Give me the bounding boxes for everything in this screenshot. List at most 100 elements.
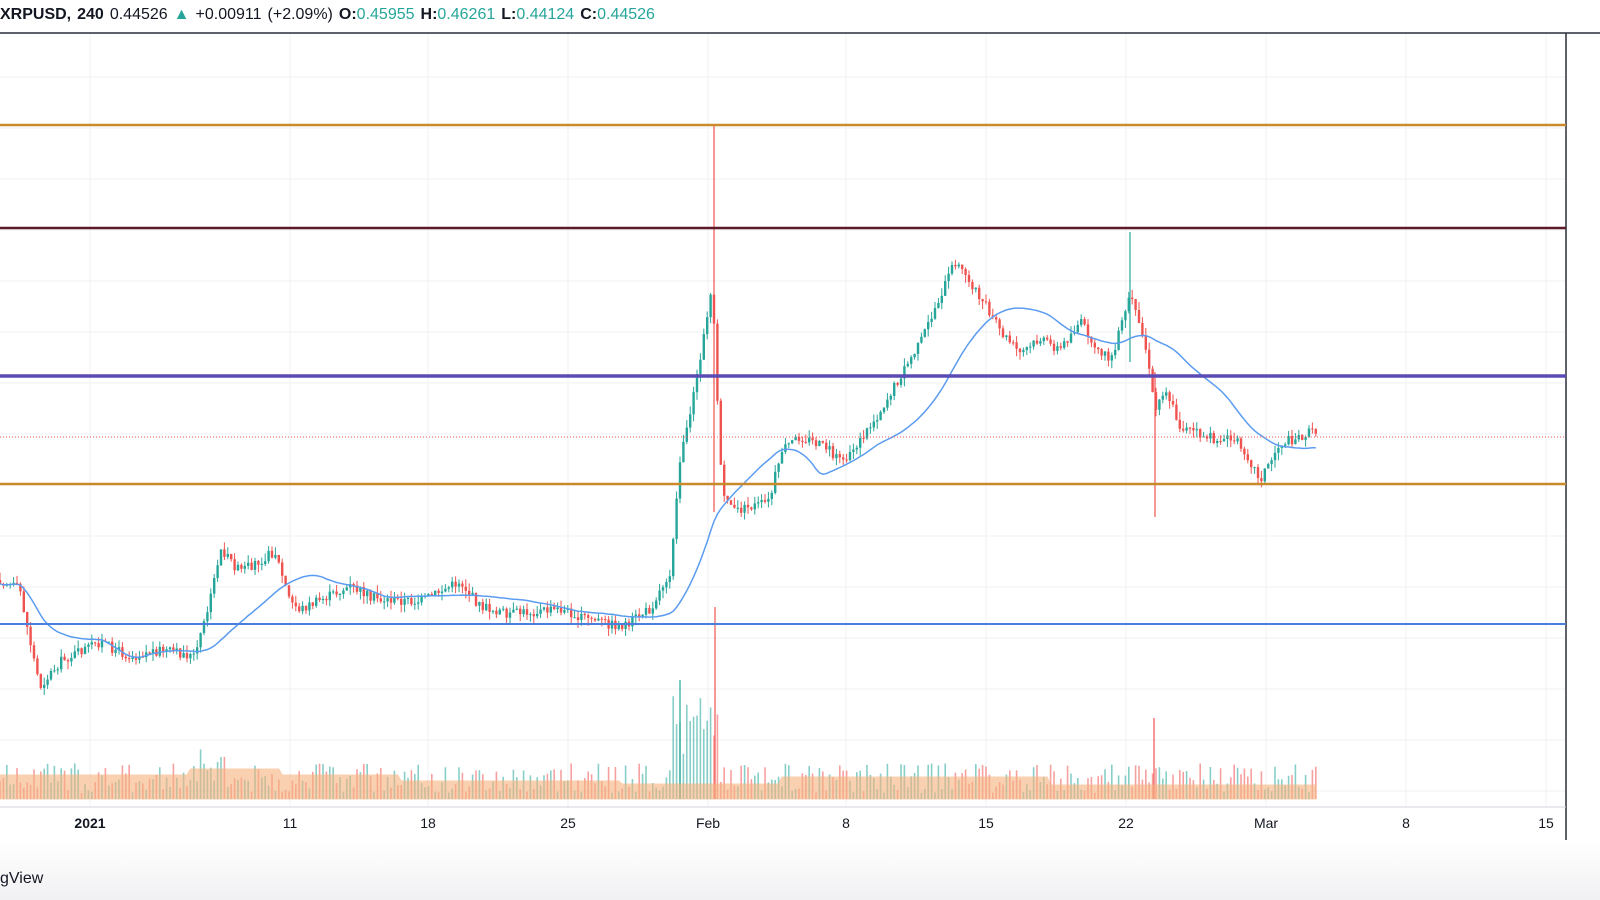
candle-body	[1114, 349, 1117, 356]
candle-body	[644, 607, 648, 615]
candle-body	[199, 633, 202, 648]
candle-body	[1290, 436, 1294, 445]
candle-body	[818, 441, 821, 447]
candle-body	[876, 420, 879, 422]
volume-bar	[1236, 767, 1239, 799]
candle-body	[366, 590, 369, 597]
candle-body	[1063, 341, 1066, 348]
candle-body	[753, 503, 756, 510]
candle-body	[879, 411, 882, 421]
candle-body	[995, 317, 998, 320]
time-axis[interactable]: 2021 11 18 25 Feb 8 15 22 Mar 8 15	[74, 815, 1554, 831]
candle-body	[440, 591, 444, 594]
candle-body	[1076, 324, 1079, 333]
candle-body	[0, 580, 2, 584]
candle-body	[1110, 355, 1113, 361]
candle-body	[811, 437, 814, 441]
candle-body	[1080, 319, 1083, 325]
candle-body	[345, 587, 348, 591]
candle-body	[444, 588, 447, 592]
horizontal-levels[interactable]	[0, 123, 1566, 625]
candle-body	[1154, 392, 1158, 410]
candle-body	[1263, 468, 1266, 482]
volume-bar	[713, 735, 715, 799]
candle-body	[726, 495, 729, 501]
candle-body	[740, 507, 743, 513]
candle-body	[216, 565, 219, 579]
moving-average-path	[0, 307, 1316, 658]
candle-body	[362, 586, 365, 597]
interval-label[interactable]: 240	[77, 6, 104, 23]
candle-body	[495, 610, 498, 615]
candle-body	[580, 613, 583, 621]
symbol-name[interactable]: XRPUSD,	[0, 6, 72, 23]
candle-body	[427, 593, 430, 596]
time-axis-label: 2021	[74, 815, 105, 831]
candle-body	[750, 507, 753, 510]
candle-body	[1209, 433, 1212, 439]
candle-body	[845, 459, 848, 461]
candle-body	[1148, 349, 1151, 369]
volume-bar	[747, 767, 749, 799]
candle-body	[539, 609, 542, 614]
candle-body	[1083, 319, 1086, 325]
candle-body	[1253, 467, 1256, 469]
candle-body	[379, 598, 382, 602]
price-chart[interactable]: 2021 11 18 25 Feb 8 15 22 Mar 8 15	[0, 32, 1600, 840]
candle-body	[372, 593, 376, 601]
candlestick-series	[0, 125, 1317, 695]
candle-body	[213, 578, 216, 594]
candle-body	[420, 596, 423, 603]
chart-canvas[interactable]: 2021 11 18 25 Feb 8 15 22 Mar 8 15	[0, 32, 1600, 840]
candle-body	[1233, 440, 1236, 442]
time-axis-label: Mar	[1254, 815, 1278, 831]
candle-body	[1032, 340, 1035, 347]
candle-body	[1117, 330, 1120, 350]
candle-body	[770, 492, 773, 499]
candle-body	[1277, 447, 1280, 453]
volume-bar	[672, 696, 674, 799]
symbol-legend: XRPUSD, 240 0.44526 ▲ +0.00911 (+2.09%) …	[0, 3, 655, 27]
candle-body	[542, 607, 546, 610]
tradingview-brand[interactable]: gView	[0, 870, 44, 887]
candle-body	[138, 656, 141, 660]
candle-body	[12, 582, 15, 585]
up-arrow-icon: ▲	[173, 6, 190, 23]
price-change: +0.00911	[195, 6, 262, 23]
volume-bar	[709, 707, 712, 799]
volume-bar	[706, 720, 708, 799]
candle-body	[981, 299, 984, 302]
candle-body	[984, 301, 988, 303]
candle-body	[223, 549, 226, 557]
candle-body	[304, 605, 308, 611]
candle-body	[1005, 335, 1008, 338]
candle-body	[519, 608, 522, 615]
time-axis-label: 8	[842, 815, 850, 831]
candle-body	[488, 603, 491, 612]
price-change-pct: (+2.09%)	[267, 6, 333, 23]
candle-body	[998, 319, 1001, 329]
candle-body	[457, 583, 461, 587]
candle-body	[230, 553, 233, 560]
candle-body	[553, 606, 556, 610]
candle-body	[546, 607, 549, 613]
candle-body	[899, 378, 903, 385]
candle-body	[719, 400, 722, 465]
candle-body	[661, 587, 665, 591]
volume-bar	[1233, 764, 1235, 799]
candle-body	[665, 581, 668, 588]
candle-body	[794, 436, 797, 441]
candle-body	[974, 287, 977, 290]
candle-body	[1042, 337, 1045, 342]
candle-body	[689, 414, 692, 428]
candle-body	[182, 653, 185, 658]
volume-bar	[1311, 769, 1314, 799]
candle-body	[502, 608, 505, 610]
candle-body	[940, 295, 943, 303]
candle-body	[675, 498, 678, 539]
candle-body	[1107, 351, 1110, 361]
candle-body	[692, 392, 695, 415]
candle-body	[930, 318, 933, 323]
candle-body	[757, 502, 760, 504]
candle-body	[1192, 428, 1195, 431]
